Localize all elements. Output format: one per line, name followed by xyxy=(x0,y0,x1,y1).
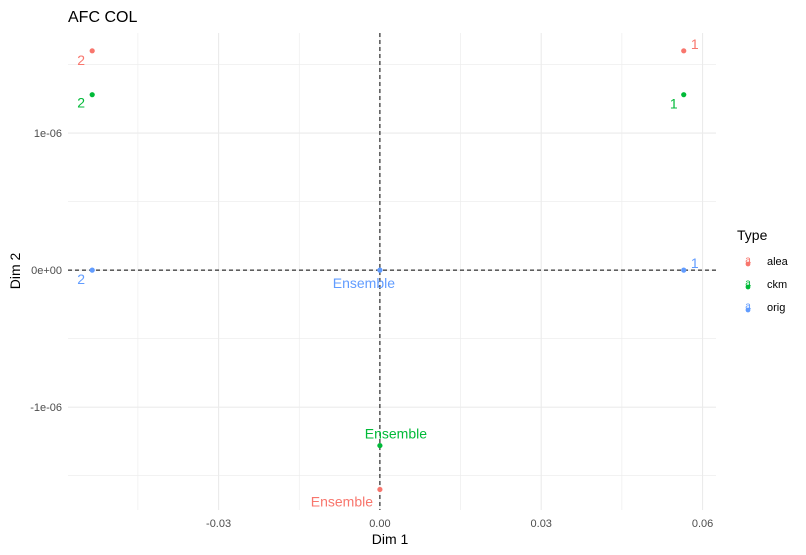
point-alea xyxy=(89,48,95,54)
point-label-ckm: 1 xyxy=(670,96,678,112)
point-label-alea: 1 xyxy=(691,36,699,52)
point-label-ckm: Ensemble xyxy=(365,426,427,442)
y-tick-label: 1e-06 xyxy=(34,128,62,140)
point-alea xyxy=(377,486,383,493)
legend-key-glyph-ckm: a xyxy=(745,278,751,289)
legend-items: a alea a ckm a orig xyxy=(745,255,788,314)
x-axis-title: Dim 1 xyxy=(372,531,409,547)
legend-key-point-orig xyxy=(745,307,751,313)
point-labels: 2 1 Ensemble 2 1 Ensemble 2 1 Ensemble xyxy=(77,36,699,510)
data-points xyxy=(89,48,687,493)
chart-title: AFC COL xyxy=(68,9,137,26)
point-label-alea: 2 xyxy=(77,52,85,68)
legend: Type a alea a ckm a orig xyxy=(737,227,789,314)
x-tick-label: 0.03 xyxy=(531,518,552,530)
x-axis-ticks: -0.03 0.00 0.03 0.06 xyxy=(206,518,713,530)
legend-label-ckm: ckm xyxy=(767,279,787,291)
y-axis-title: Dim 2 xyxy=(7,253,23,290)
point-orig xyxy=(89,267,95,273)
point-alea xyxy=(681,48,687,54)
point-orig xyxy=(377,267,383,273)
point-label-orig: 2 xyxy=(77,271,85,287)
point-label-orig: Ensemble xyxy=(333,275,395,291)
legend-label-orig: orig xyxy=(767,302,785,314)
legend-title: Type xyxy=(737,227,768,243)
legend-label-alea: alea xyxy=(767,256,789,268)
legend-key-glyph-alea: a xyxy=(745,255,751,266)
y-axis-ticks: -1e-06 0e+00 1e-06 xyxy=(30,128,62,414)
point-label-orig: 1 xyxy=(691,255,699,271)
legend-key-point-alea xyxy=(745,261,751,267)
y-tick-label: -1e-06 xyxy=(30,402,62,414)
legend-key-point-ckm xyxy=(745,284,751,290)
point-ckm xyxy=(377,442,383,449)
point-orig xyxy=(681,267,687,273)
x-tick-label: -0.03 xyxy=(206,518,231,530)
point-ckm xyxy=(89,92,95,98)
point-ckm xyxy=(681,92,687,98)
x-tick-label: 0.06 xyxy=(692,518,713,530)
point-label-alea: Ensemble xyxy=(311,493,373,509)
y-tick-label: 0e+00 xyxy=(31,265,62,277)
x-tick-label: 0.00 xyxy=(369,518,390,530)
legend-key-glyph-orig: a xyxy=(745,301,751,312)
point-label-ckm: 2 xyxy=(77,95,85,111)
